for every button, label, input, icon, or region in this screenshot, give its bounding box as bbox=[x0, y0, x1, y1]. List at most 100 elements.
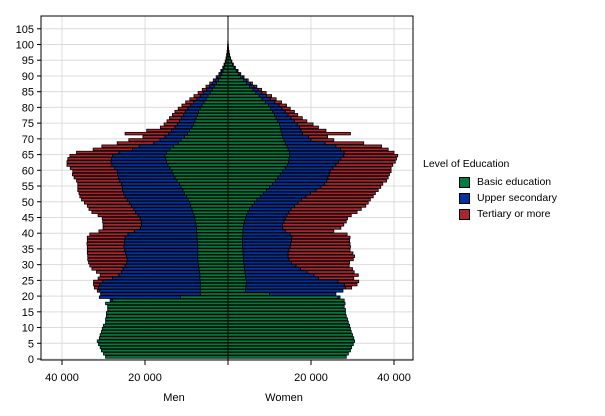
bar-segment bbox=[124, 264, 199, 268]
y-tick-label: 15 bbox=[22, 307, 34, 319]
bar-segment bbox=[302, 131, 351, 136]
bar-segment bbox=[212, 78, 216, 82]
bar-segment bbox=[79, 194, 126, 199]
bar-segment bbox=[281, 131, 304, 136]
bar-segment bbox=[196, 226, 229, 230]
bar-segment bbox=[291, 260, 350, 265]
bar-segment bbox=[165, 157, 229, 161]
bar-segment bbox=[153, 141, 179, 145]
bar-segment bbox=[112, 276, 201, 280]
y-tick-label: 25 bbox=[22, 275, 34, 287]
bar-segment bbox=[227, 75, 242, 79]
bar-segment bbox=[293, 119, 308, 123]
bar-segment bbox=[227, 78, 245, 82]
bar-segment bbox=[99, 345, 229, 350]
bar-segment bbox=[130, 204, 192, 208]
bar-segment bbox=[286, 163, 337, 167]
bar-segment bbox=[126, 260, 199, 265]
bar-segment bbox=[227, 223, 245, 227]
bar-segment bbox=[99, 333, 229, 337]
bar-segment bbox=[243, 78, 248, 82]
bar-segment bbox=[159, 125, 176, 130]
bar-segment bbox=[291, 238, 350, 243]
bar-segment bbox=[264, 100, 276, 104]
bar-segment bbox=[262, 191, 311, 196]
bar-segment bbox=[337, 160, 396, 164]
bar-segment bbox=[129, 201, 191, 205]
bar-segment bbox=[101, 348, 229, 353]
bar-segment bbox=[99, 282, 202, 287]
bar-segment bbox=[227, 194, 261, 199]
bar-segment bbox=[227, 141, 286, 145]
bar-segment bbox=[227, 91, 257, 95]
bar-segment bbox=[159, 138, 182, 142]
bar-segment bbox=[283, 138, 312, 142]
bar-segment bbox=[198, 264, 229, 268]
bar-segment bbox=[315, 188, 379, 192]
y-tick-label: 75 bbox=[22, 118, 34, 130]
bar-segment bbox=[227, 355, 347, 359]
bar-segment bbox=[286, 144, 337, 148]
bar-segment bbox=[91, 210, 136, 214]
bar-segment bbox=[137, 213, 195, 218]
bar-segment bbox=[227, 339, 355, 343]
bar-segment bbox=[69, 153, 114, 158]
bar-segment bbox=[288, 210, 358, 214]
bar-segment bbox=[337, 295, 341, 299]
bar-segment bbox=[169, 147, 229, 152]
bar-segment bbox=[191, 125, 229, 130]
bar-segment bbox=[199, 94, 209, 98]
bar-segment bbox=[227, 248, 244, 252]
bar-segment bbox=[86, 245, 125, 249]
bar-segment bbox=[287, 254, 355, 258]
bar-segment bbox=[289, 245, 351, 249]
bar-segment bbox=[124, 235, 198, 240]
bar-segment bbox=[227, 235, 243, 240]
bar-segment bbox=[176, 179, 229, 183]
bar-segment bbox=[167, 163, 229, 167]
bar-segment bbox=[77, 185, 123, 189]
bar-segment bbox=[227, 103, 270, 108]
bar-segment bbox=[288, 248, 351, 252]
y-tick-label: 60 bbox=[22, 165, 34, 177]
bar-segment bbox=[244, 270, 308, 274]
bar-segment bbox=[76, 150, 120, 155]
legend-swatch-tertiary bbox=[459, 208, 470, 220]
bar-segment bbox=[227, 320, 349, 325]
bar-segment bbox=[194, 119, 229, 123]
bar-segment bbox=[89, 264, 126, 268]
bar-segment bbox=[227, 336, 355, 340]
bar-segment bbox=[106, 314, 229, 318]
y-tick-label: 5 bbox=[28, 338, 34, 350]
bar-segment bbox=[186, 194, 229, 199]
bar-segment bbox=[300, 128, 327, 133]
bar-segment bbox=[177, 106, 189, 111]
y-tick-label: 10 bbox=[22, 323, 34, 335]
bar-segment bbox=[274, 100, 282, 104]
bar-segment bbox=[335, 163, 394, 167]
bar-segment bbox=[227, 348, 351, 353]
bar-segment bbox=[102, 223, 142, 227]
bar-segment bbox=[261, 91, 267, 95]
bar-segment bbox=[96, 289, 100, 293]
bar-segment bbox=[340, 157, 397, 161]
bar-segment bbox=[242, 242, 292, 246]
bar-segment bbox=[290, 116, 303, 120]
bar-segment bbox=[284, 141, 326, 145]
bar-segment bbox=[287, 251, 354, 255]
bar-segment bbox=[246, 279, 339, 284]
bar-segment bbox=[223, 65, 229, 70]
bar-segment bbox=[110, 160, 167, 164]
legend-swatch-upper bbox=[459, 192, 470, 204]
bar-segment bbox=[266, 188, 317, 192]
bar-segment bbox=[227, 298, 345, 302]
bar-segment bbox=[69, 166, 116, 170]
bar-segment bbox=[227, 210, 249, 214]
bar-segment bbox=[227, 289, 246, 293]
bar-segment bbox=[245, 273, 315, 277]
bar-segment bbox=[227, 308, 346, 312]
bar-segment bbox=[207, 94, 229, 98]
bar-segment bbox=[227, 113, 275, 117]
bar-segment bbox=[332, 166, 392, 170]
bar-segment bbox=[199, 289, 229, 293]
